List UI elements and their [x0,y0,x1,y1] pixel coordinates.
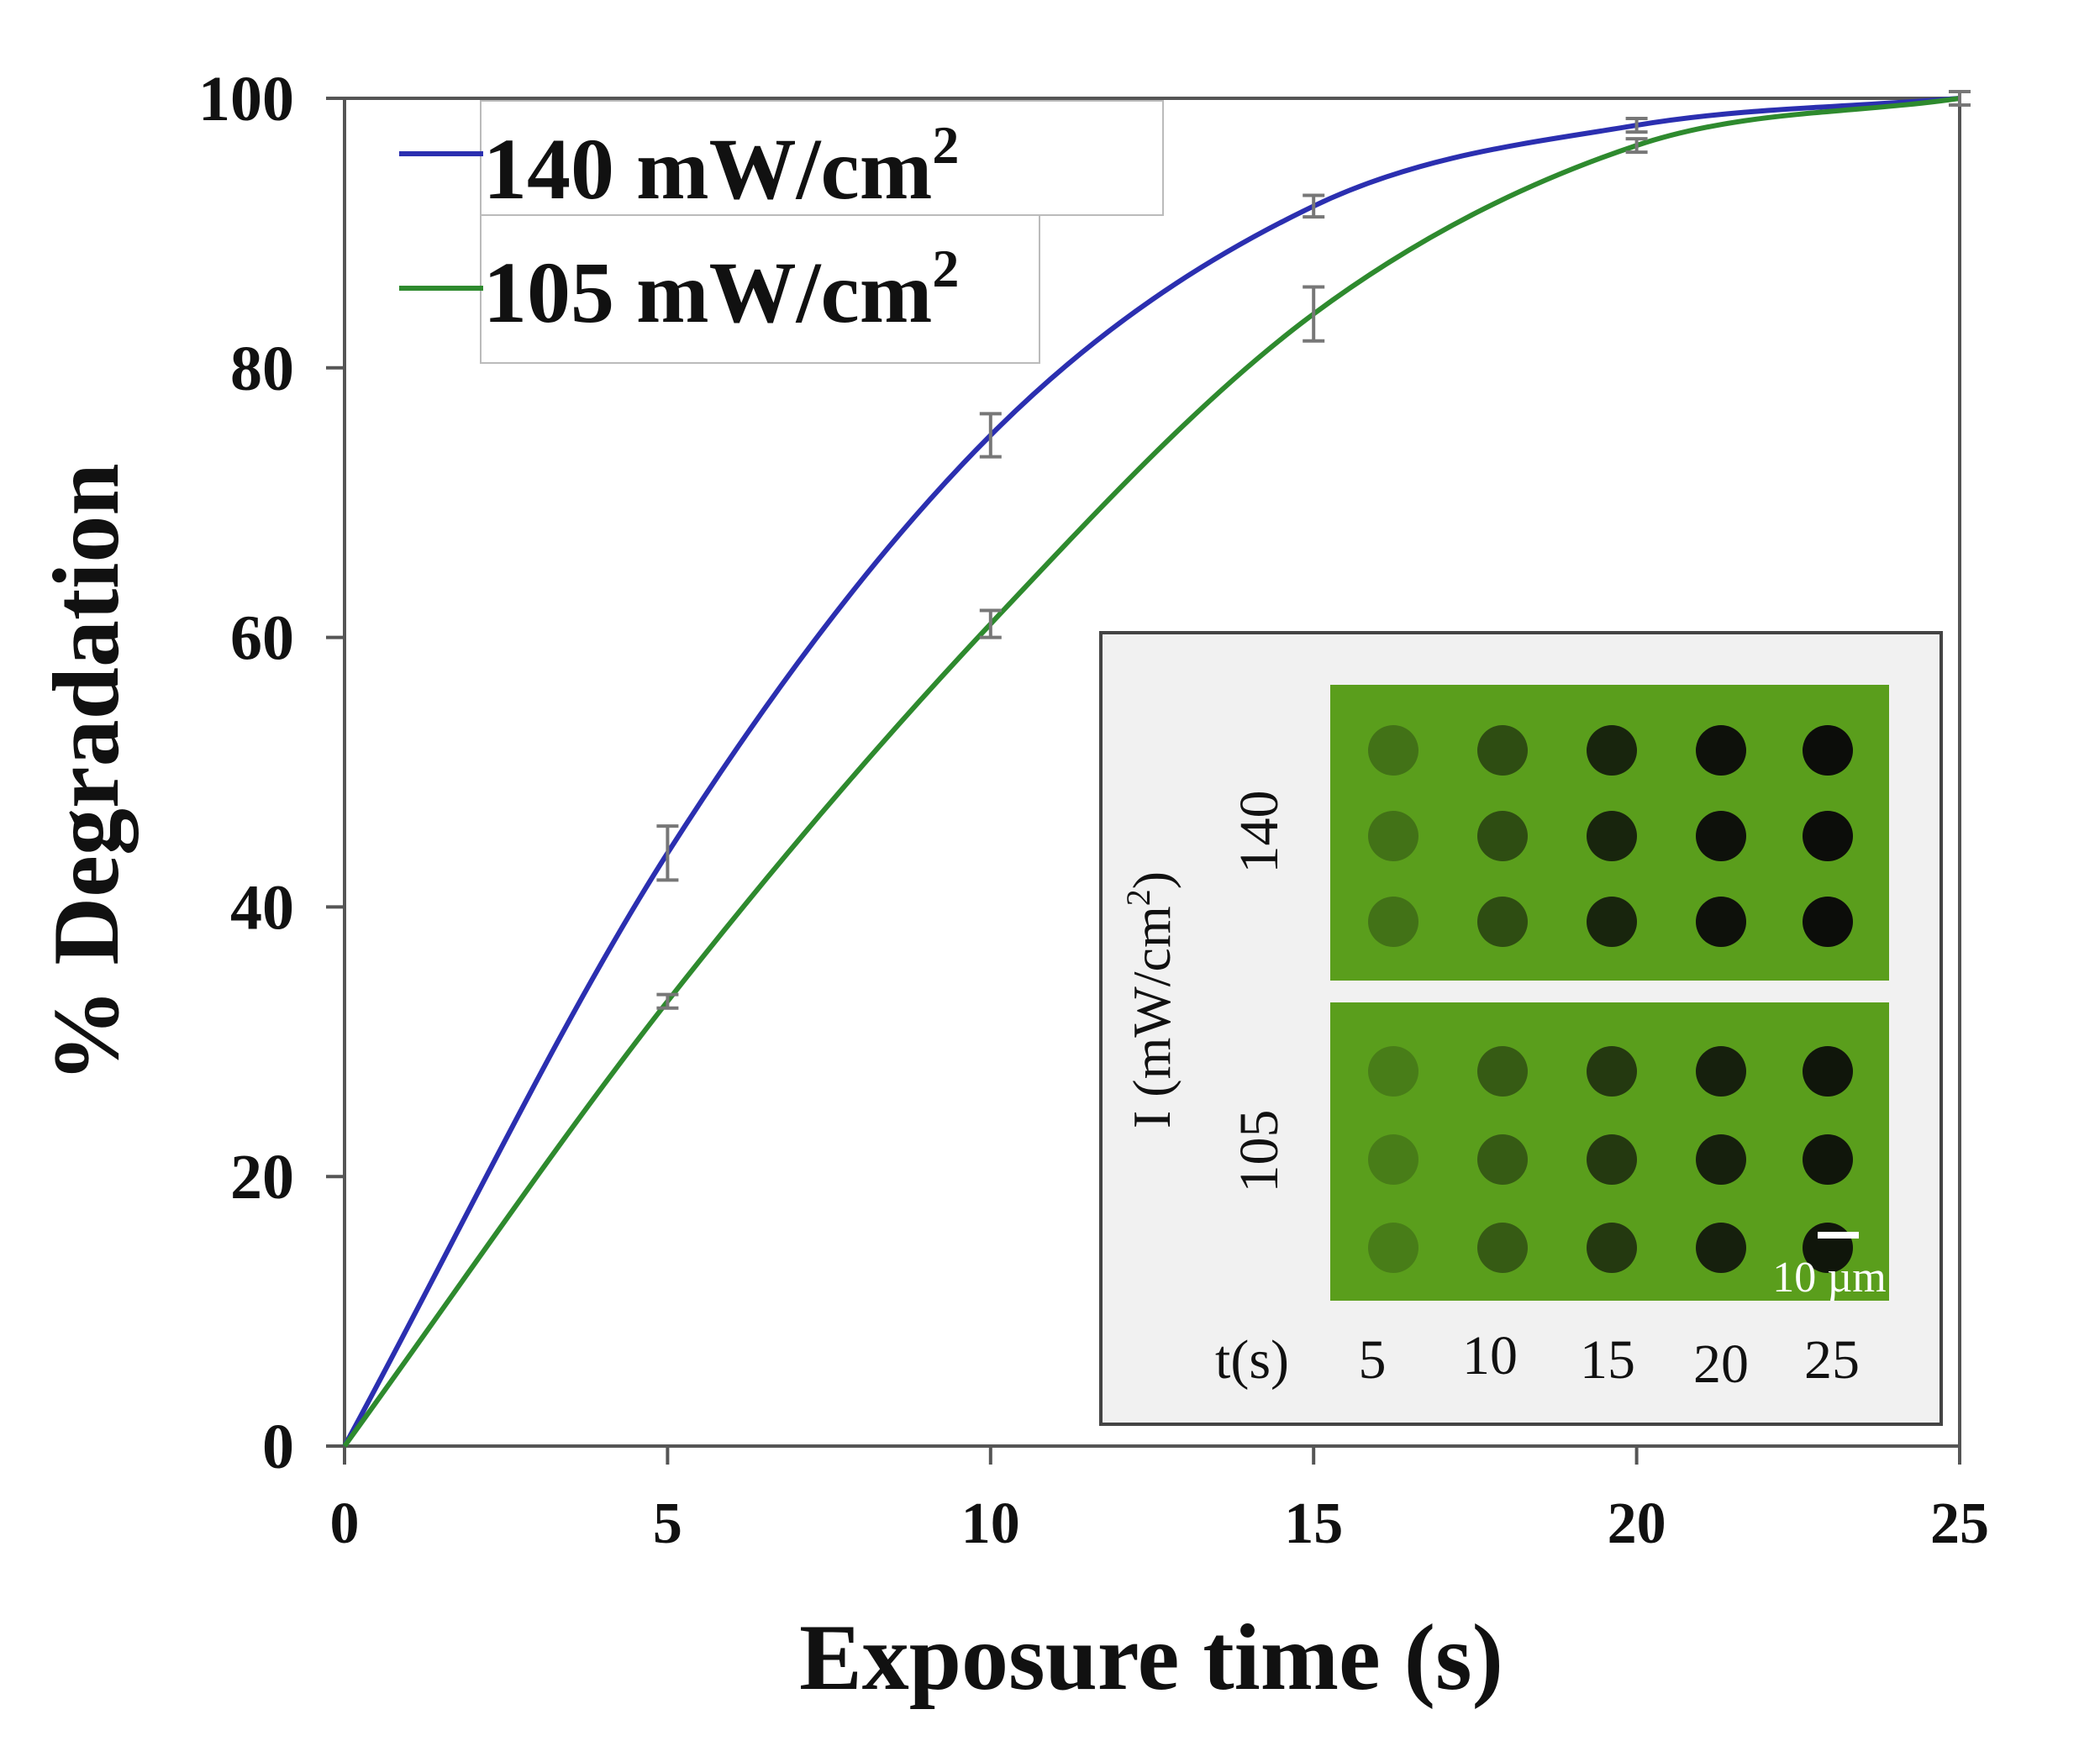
inset-dot [1477,1134,1528,1185]
x-tick-label: 0 [330,1491,360,1556]
inset-dot-grid [1368,725,1853,1273]
inset-dot [1477,725,1528,776]
inset-col-label: 25 [1804,1329,1860,1391]
inset-x-label: t(s) [1215,1329,1289,1391]
legend-label-series-1: 140 mW/cm2 [483,115,959,218]
y-tick-label: 80 [230,334,294,404]
y-tick-label: 20 [230,1142,294,1212]
y-tick-label: 100 [198,64,294,134]
inset-dot [1803,1046,1853,1097]
inset-dot [1696,1046,1746,1097]
inset-dot [1803,897,1853,947]
y-tick-label: 40 [230,872,294,943]
inset-dot [1368,1134,1418,1185]
inset-dot [1477,811,1528,861]
inset-dot [1587,811,1637,861]
inset-dot [1477,1046,1528,1097]
legend: 140 mW/cm2 105 mW/cm2 [399,100,1164,364]
error-bar-group [656,89,1971,1010]
inset-row-label-140: 140 [1229,791,1290,874]
inset-dot [1368,725,1418,776]
x-tick-label: 10 [961,1491,1020,1556]
inset: 10 µm I (mW/cm2) 140 105 t(s) 5 10 15 20… [1099,631,1943,1426]
inset-col-label: 20 [1693,1333,1749,1395]
axes [343,97,1961,1448]
scale-bar-label: 10 µm [1772,1254,1886,1302]
inset-row-label-105: 105 [1229,1110,1290,1193]
y-axis-label: % Degradation [34,463,139,1082]
inset-dot [1587,1223,1637,1273]
inset-dot [1696,897,1746,947]
legend-label-series-2-sup: 2 [932,239,959,298]
inset-col-label: 15 [1580,1329,1635,1391]
y-tick-label: 60 [230,603,294,674]
legend-box-series-1 [480,100,1164,216]
x-tick-label: 15 [1284,1491,1343,1556]
inset-dot [1587,1046,1637,1097]
x-tick-label: 5 [653,1491,682,1556]
y-tick-label: 0 [262,1412,294,1482]
inset-dot [1696,1134,1746,1185]
inset-dot [1803,725,1853,776]
legend-box-series-2 [480,214,1040,364]
inset-dot [1803,811,1853,861]
inset-dot [1587,897,1637,947]
inset-y-label-end: ) [1122,871,1182,889]
inset-col-label: 5 [1359,1329,1387,1391]
x-tick-label: 25 [1930,1491,1989,1556]
inset-dot [1587,1134,1637,1185]
inset-dot [1368,1223,1418,1273]
inset-dot [1696,811,1746,861]
x-tick-label: 20 [1608,1491,1666,1556]
inset-dot [1477,897,1528,947]
plot-frame [343,97,1961,1448]
inset-dot [1696,725,1746,776]
inset-y-label-sup: 2 [1119,889,1157,906]
legend-label-series-1-sup: 2 [932,115,959,175]
inset-dot [1696,1223,1746,1273]
inset-dot [1368,811,1418,861]
inset-dot [1368,897,1418,947]
inset-dot [1477,1223,1528,1273]
legend-label-series-2: 105 mW/cm2 [483,239,959,341]
inset-y-label: I (mW/cm2) [1119,871,1182,1128]
inset-dot [1587,725,1637,776]
inset-dot [1368,1046,1418,1097]
inset-dot [1803,1134,1853,1185]
x-axis-label: Exposure time (s) [799,1606,1503,1710]
inset-col-label: 10 [1462,1325,1518,1386]
